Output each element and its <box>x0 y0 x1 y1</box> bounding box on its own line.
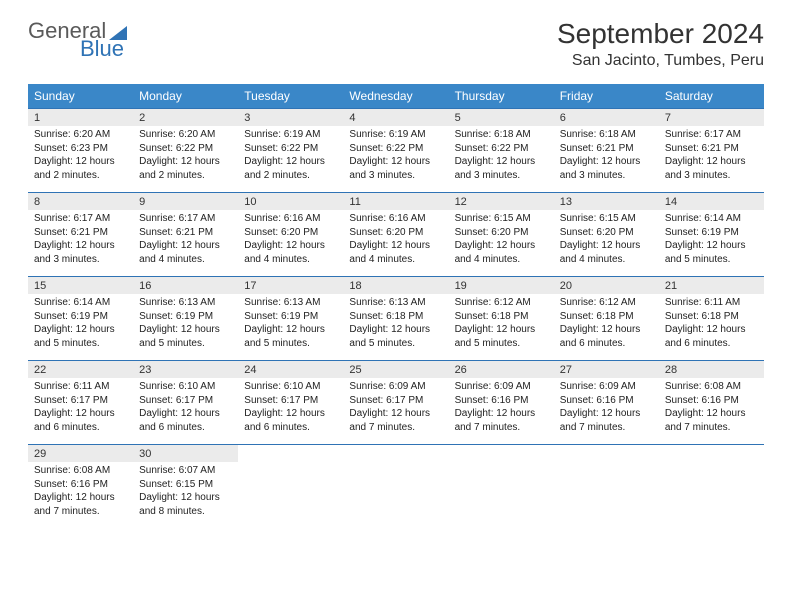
dayname-sunday: Sunday <box>28 84 133 109</box>
daynum-row: 15161718192021 <box>28 277 764 294</box>
day-number: 5 <box>449 109 554 126</box>
day-details: Sunrise: 6:10 AMSunset: 6:17 PMDaylight:… <box>133 378 238 445</box>
day-number: 6 <box>554 109 659 126</box>
dayname-thursday: Thursday <box>449 84 554 109</box>
day-number: 20 <box>554 277 659 294</box>
day-number <box>659 445 764 462</box>
day-number: 14 <box>659 193 764 210</box>
day-number: 15 <box>28 277 133 294</box>
page-header: General Blue September 2024 San Jacinto,… <box>28 18 764 70</box>
logo-text-blue: Blue <box>80 36 127 62</box>
day-details: Sunrise: 6:08 AMSunset: 6:16 PMDaylight:… <box>28 462 133 528</box>
day-details: Sunrise: 6:19 AMSunset: 6:22 PMDaylight:… <box>343 126 448 193</box>
day-details: Sunrise: 6:15 AMSunset: 6:20 PMDaylight:… <box>449 210 554 277</box>
day-number: 11 <box>343 193 448 210</box>
day-number: 13 <box>554 193 659 210</box>
day-number: 24 <box>238 361 343 378</box>
day-details: Sunrise: 6:11 AMSunset: 6:18 PMDaylight:… <box>659 294 764 361</box>
day-number <box>343 445 448 462</box>
day-details: Sunrise: 6:18 AMSunset: 6:21 PMDaylight:… <box>554 126 659 193</box>
day-number: 28 <box>659 361 764 378</box>
day-details: Sunrise: 6:17 AMSunset: 6:21 PMDaylight:… <box>659 126 764 193</box>
day-number: 17 <box>238 277 343 294</box>
day-number: 19 <box>449 277 554 294</box>
day-number: 29 <box>28 445 133 462</box>
day-details: Sunrise: 6:18 AMSunset: 6:22 PMDaylight:… <box>449 126 554 193</box>
day-details: Sunrise: 6:20 AMSunset: 6:22 PMDaylight:… <box>133 126 238 193</box>
day-details: Sunrise: 6:12 AMSunset: 6:18 PMDaylight:… <box>449 294 554 361</box>
daynum-row: 891011121314 <box>28 193 764 210</box>
day-number <box>554 445 659 462</box>
day-number: 16 <box>133 277 238 294</box>
detail-row: Sunrise: 6:11 AMSunset: 6:17 PMDaylight:… <box>28 378 764 445</box>
day-details <box>554 462 659 528</box>
day-details <box>343 462 448 528</box>
day-details: Sunrise: 6:09 AMSunset: 6:16 PMDaylight:… <box>554 378 659 445</box>
day-number: 7 <box>659 109 764 126</box>
day-details: Sunrise: 6:09 AMSunset: 6:16 PMDaylight:… <box>449 378 554 445</box>
day-details <box>449 462 554 528</box>
dayname-tuesday: Tuesday <box>238 84 343 109</box>
dayname-row: SundayMondayTuesdayWednesdayThursdayFrid… <box>28 84 764 109</box>
logo: General Blue <box>28 18 127 62</box>
day-details: Sunrise: 6:20 AMSunset: 6:23 PMDaylight:… <box>28 126 133 193</box>
day-details: Sunrise: 6:15 AMSunset: 6:20 PMDaylight:… <box>554 210 659 277</box>
day-details: Sunrise: 6:16 AMSunset: 6:20 PMDaylight:… <box>343 210 448 277</box>
day-details: Sunrise: 6:10 AMSunset: 6:17 PMDaylight:… <box>238 378 343 445</box>
day-details: Sunrise: 6:08 AMSunset: 6:16 PMDaylight:… <box>659 378 764 445</box>
day-number: 12 <box>449 193 554 210</box>
daynum-row: 1234567 <box>28 109 764 126</box>
calendar-table: SundayMondayTuesdayWednesdayThursdayFrid… <box>28 84 764 528</box>
detail-row: Sunrise: 6:08 AMSunset: 6:16 PMDaylight:… <box>28 462 764 528</box>
day-number <box>449 445 554 462</box>
dayname-saturday: Saturday <box>659 84 764 109</box>
day-details: Sunrise: 6:13 AMSunset: 6:19 PMDaylight:… <box>133 294 238 361</box>
day-number <box>238 445 343 462</box>
detail-row: Sunrise: 6:17 AMSunset: 6:21 PMDaylight:… <box>28 210 764 277</box>
day-number: 10 <box>238 193 343 210</box>
day-details: Sunrise: 6:09 AMSunset: 6:17 PMDaylight:… <box>343 378 448 445</box>
day-number: 27 <box>554 361 659 378</box>
day-number: 4 <box>343 109 448 126</box>
month-title: September 2024 <box>557 18 764 50</box>
day-details <box>238 462 343 528</box>
day-details: Sunrise: 6:19 AMSunset: 6:22 PMDaylight:… <box>238 126 343 193</box>
day-details: Sunrise: 6:14 AMSunset: 6:19 PMDaylight:… <box>28 294 133 361</box>
day-number: 22 <box>28 361 133 378</box>
day-details: Sunrise: 6:11 AMSunset: 6:17 PMDaylight:… <box>28 378 133 445</box>
day-number: 23 <box>133 361 238 378</box>
day-number: 21 <box>659 277 764 294</box>
dayname-friday: Friday <box>554 84 659 109</box>
day-number: 9 <box>133 193 238 210</box>
day-details: Sunrise: 6:17 AMSunset: 6:21 PMDaylight:… <box>133 210 238 277</box>
day-number: 8 <box>28 193 133 210</box>
detail-row: Sunrise: 6:14 AMSunset: 6:19 PMDaylight:… <box>28 294 764 361</box>
dayname-monday: Monday <box>133 84 238 109</box>
day-details: Sunrise: 6:12 AMSunset: 6:18 PMDaylight:… <box>554 294 659 361</box>
detail-row: Sunrise: 6:20 AMSunset: 6:23 PMDaylight:… <box>28 126 764 193</box>
dayname-wednesday: Wednesday <box>343 84 448 109</box>
day-number: 26 <box>449 361 554 378</box>
daynum-row: 2930 <box>28 445 764 462</box>
day-number: 1 <box>28 109 133 126</box>
day-details: Sunrise: 6:17 AMSunset: 6:21 PMDaylight:… <box>28 210 133 277</box>
day-details: Sunrise: 6:07 AMSunset: 6:15 PMDaylight:… <box>133 462 238 528</box>
day-number: 25 <box>343 361 448 378</box>
day-details: Sunrise: 6:13 AMSunset: 6:19 PMDaylight:… <box>238 294 343 361</box>
day-details: Sunrise: 6:14 AMSunset: 6:19 PMDaylight:… <box>659 210 764 277</box>
day-number: 18 <box>343 277 448 294</box>
day-details: Sunrise: 6:13 AMSunset: 6:18 PMDaylight:… <box>343 294 448 361</box>
day-details: Sunrise: 6:16 AMSunset: 6:20 PMDaylight:… <box>238 210 343 277</box>
day-number: 30 <box>133 445 238 462</box>
daynum-row: 22232425262728 <box>28 361 764 378</box>
day-number: 2 <box>133 109 238 126</box>
header-right: September 2024 San Jacinto, Tumbes, Peru <box>557 18 764 70</box>
day-number: 3 <box>238 109 343 126</box>
location: San Jacinto, Tumbes, Peru <box>557 52 764 70</box>
day-details <box>659 462 764 528</box>
